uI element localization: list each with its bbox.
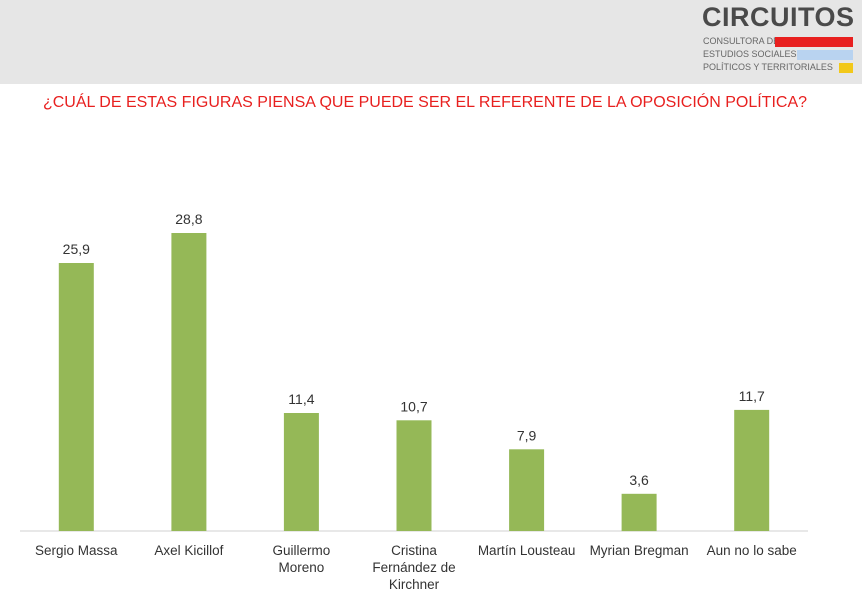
category-label: Aun no lo sabe bbox=[707, 543, 797, 558]
bar bbox=[734, 409, 770, 531]
category-label-line: Kirchner bbox=[389, 577, 440, 591]
bar bbox=[621, 493, 657, 532]
header-band bbox=[0, 0, 862, 84]
data-label: 11,4 bbox=[288, 391, 314, 407]
category-label-line: Myrian Bregman bbox=[590, 543, 689, 558]
category-label-line: Guillermo bbox=[273, 543, 331, 558]
bar bbox=[396, 420, 432, 531]
data-label: 11,7 bbox=[739, 388, 765, 404]
category-label-line: Martín Lousteau bbox=[478, 543, 576, 558]
data-label: 3,6 bbox=[629, 472, 649, 488]
logo-line-3: POLÍTICOS Y TERRITORIALES bbox=[703, 62, 833, 72]
bar bbox=[283, 413, 319, 531]
category-label: Martín Lousteau bbox=[478, 543, 576, 558]
data-label: 7,9 bbox=[517, 427, 537, 443]
category-label-line: Aun no lo sabe bbox=[707, 543, 797, 558]
category-label: Cristina Fernández de Kirchner bbox=[372, 543, 455, 591]
category-label-line: Sergio Massa bbox=[35, 543, 118, 558]
logo-blue-bar bbox=[797, 50, 853, 60]
bar bbox=[509, 449, 545, 531]
category-label-line: Cristina bbox=[391, 543, 437, 558]
category-label: Axel Kicillof bbox=[154, 543, 223, 558]
category-label-line: Axel Kicillof bbox=[154, 543, 223, 558]
data-label: 10,7 bbox=[400, 398, 427, 414]
category-label-line: Fernández de bbox=[372, 560, 455, 575]
bar bbox=[171, 233, 207, 531]
data-label: 25,9 bbox=[63, 241, 90, 257]
logo-red-bar bbox=[775, 37, 853, 47]
circuitos-logo: CIRCUITOS CONSULTORA DE ESTUDIOS SOCIALE… bbox=[700, 2, 860, 82]
category-label: Guillermo Moreno bbox=[273, 543, 331, 575]
data-label: 28,8 bbox=[175, 211, 202, 227]
logo-line-2: ESTUDIOS SOCIALES, bbox=[703, 49, 800, 59]
chart-title: ¿CUÁL DE ESTAS FIGURAS PIENSA QUE PUEDE … bbox=[42, 94, 808, 111]
category-label: Myrian Bregman bbox=[590, 543, 689, 558]
logo-wordmark: CIRCUITOS bbox=[702, 2, 855, 32]
category-label: Sergio Massa bbox=[35, 543, 118, 558]
bar bbox=[58, 263, 94, 531]
logo-yellow-bar bbox=[839, 63, 853, 73]
logo-line-1: CONSULTORA DE bbox=[703, 36, 780, 46]
category-label-line: Moreno bbox=[279, 560, 325, 575]
